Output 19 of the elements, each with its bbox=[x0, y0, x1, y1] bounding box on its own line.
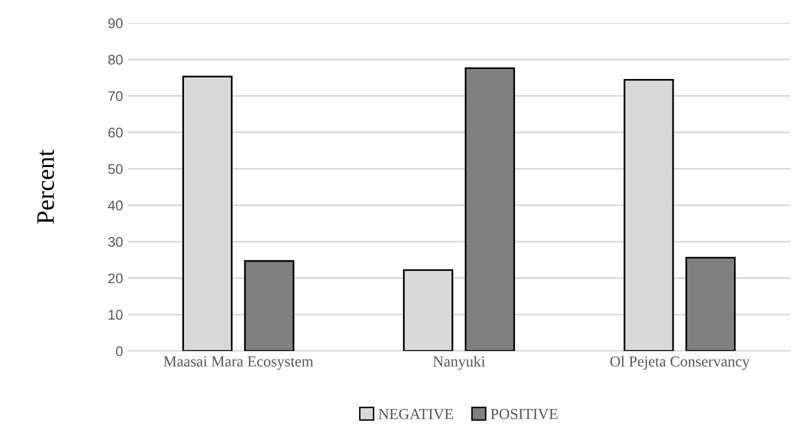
x-tick-label: Ol Pejeta Conservancy bbox=[610, 356, 750, 370]
y-tick-label: 0 bbox=[116, 346, 123, 356]
y-axis-title: Percent bbox=[37, 150, 54, 224]
legend-label: NEGATIVE bbox=[378, 408, 453, 420]
y-tick-label: 90 bbox=[108, 18, 123, 28]
y-tick-label: 60 bbox=[108, 128, 123, 138]
y-tick-label: 70 bbox=[108, 91, 123, 102]
y-tick-label: 80 bbox=[108, 54, 123, 65]
y-tick-label: 50 bbox=[108, 164, 123, 174]
legend-label: POSITIVE bbox=[490, 408, 558, 420]
y-tick-label: 40 bbox=[108, 200, 123, 210]
y-tick-label: 20 bbox=[108, 273, 123, 284]
x-tick-label: Nanyuki bbox=[433, 356, 486, 370]
y-tick-label: 10 bbox=[108, 310, 123, 320]
x-tick-label: Maasai Mara Ecosystem bbox=[164, 356, 314, 370]
bar bbox=[685, 256, 736, 351]
y-tick-label: 30 bbox=[108, 237, 123, 247]
bar bbox=[464, 67, 515, 351]
bar bbox=[244, 260, 294, 351]
